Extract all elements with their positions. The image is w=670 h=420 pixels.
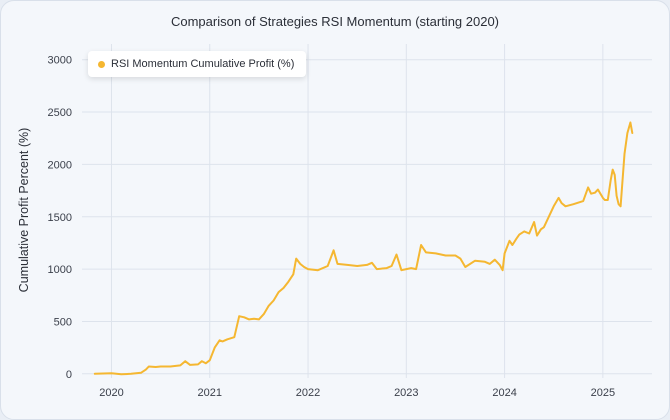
y-tick-label: 3000 [48, 55, 72, 67]
y-tick-label: 1000 [48, 264, 72, 276]
x-tick-label: 2020 [99, 387, 123, 399]
legend-label: RSI Momentum Cumulative Profit (%) [111, 58, 295, 70]
x-tick-label: 2023 [394, 387, 418, 399]
y-tick-labels: 0 500 1000 1500 2000 2500 3000 [48, 55, 72, 381]
x-tick-label: 2021 [198, 387, 222, 399]
chart-title: Comparison of Strategies RSI Momentum (s… [170, 14, 500, 29]
y-tick-label: 2000 [48, 159, 72, 171]
x-tick-label: 2024 [492, 387, 516, 399]
y-tick-label: 0 [66, 369, 72, 381]
y-tick-label: 1500 [48, 212, 72, 224]
legend-marker [98, 60, 105, 68]
x-tick-label: 2025 [591, 387, 615, 399]
series-line-0 [93, 121, 634, 376]
grid-lines [82, 44, 652, 378]
series-lines [93, 121, 634, 376]
x-tick-labels: 2020 2021 2022 2023 2024 2025 [99, 387, 615, 399]
y-tick-label: 500 [54, 316, 72, 328]
x-tick-label: 2022 [296, 387, 320, 399]
y-tick-label: 2500 [48, 107, 72, 119]
legend[interactable]: RSI Momentum Cumulative Profit (%) [88, 51, 307, 77]
